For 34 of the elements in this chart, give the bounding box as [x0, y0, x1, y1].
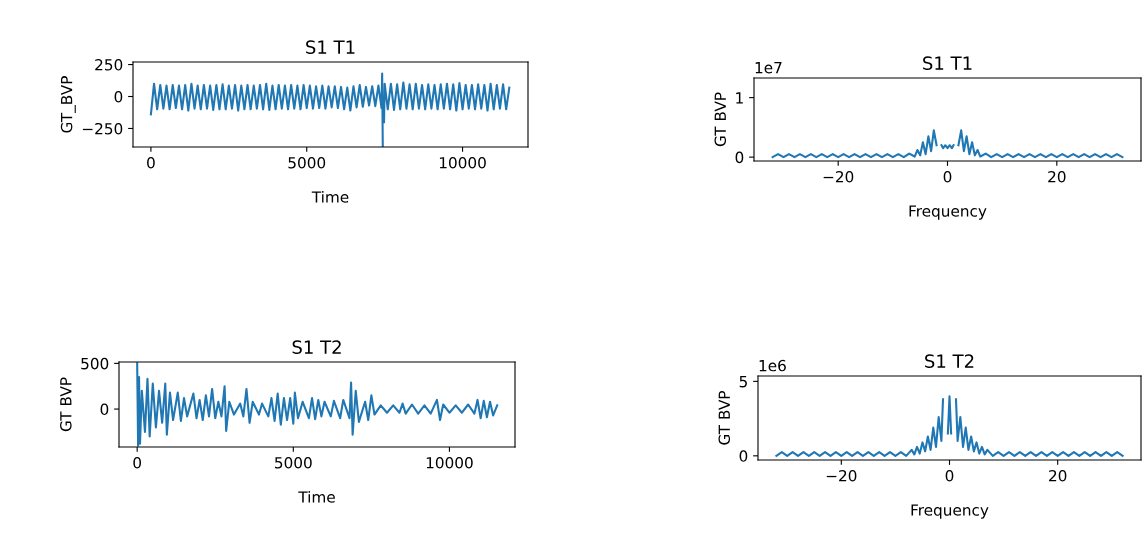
y-tick-label: 5 — [739, 376, 747, 388]
x-tick-label: 20 — [1048, 170, 1066, 183]
x-tick-label: 0 — [133, 456, 142, 469]
chart-title: S1 T1 — [306, 40, 355, 54]
x-tick-label: 5000 — [275, 456, 312, 469]
x-tick-label: −20 — [826, 469, 857, 482]
text: 1e6 — [759, 359, 786, 372]
x-tick-label: 5000 — [288, 156, 326, 169]
x-tick-label: 10000 — [439, 156, 486, 169]
y-axis-title: GT BVP — [60, 377, 72, 432]
y-tick-label: 0 — [100, 403, 109, 416]
chart-title: S1 T2 — [925, 354, 974, 368]
y-axis-title: GT BVP — [714, 92, 727, 147]
x-tick-label: 0 — [945, 469, 954, 482]
y-tick-label: 1 — [736, 92, 743, 104]
x-axis-title: Time — [298, 490, 335, 503]
x-tick-label: 0 — [147, 156, 155, 169]
x-tick-label: −20 — [823, 170, 854, 183]
chart-title: S1 T2 — [292, 340, 341, 354]
x-tick-label: 0 — [943, 170, 952, 183]
x-axis-title: Frequency — [911, 504, 989, 519]
x-tick-label: 10000 — [426, 456, 473, 469]
chart-title: S1 T1 — [923, 56, 972, 70]
y-tick-label: 250 — [95, 59, 123, 71]
y-tick-label: 0 — [114, 90, 123, 103]
x-axis-title: Time — [311, 190, 349, 203]
y-tick-label: −250 — [82, 122, 123, 135]
line-series — [136, 362, 499, 447]
y-axis-title: GT BVP — [718, 390, 731, 445]
y-axis-title: GT_BVP — [60, 76, 76, 133]
x-axis-title: Frequency — [909, 205, 987, 220]
y-tick-label: 500 — [81, 357, 109, 370]
text: 1e7 — [755, 62, 782, 74]
x-tick-label: 20 — [1049, 469, 1067, 482]
